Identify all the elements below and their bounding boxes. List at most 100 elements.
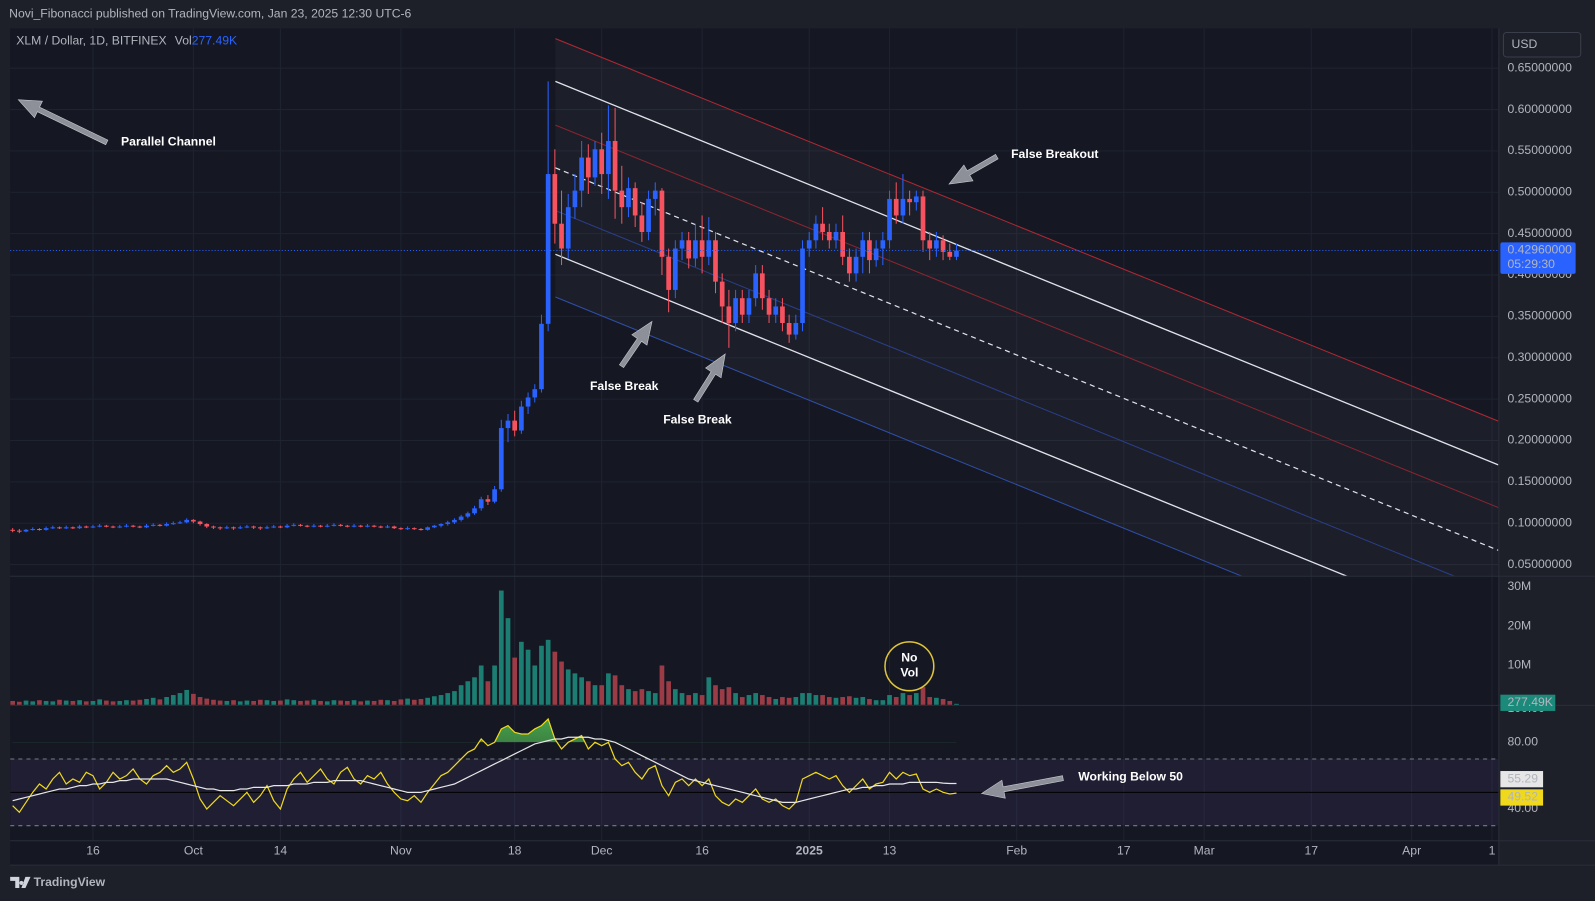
channel-line (555, 296, 1243, 576)
volume-bars (10, 590, 959, 705)
y-tick-label: 0.25000000 (1507, 391, 1572, 405)
volume-bar (619, 685, 625, 705)
volume-bar (606, 673, 611, 705)
candle-body (780, 306, 785, 323)
vol-value: 277.49K (192, 34, 237, 48)
channel-line (555, 210, 1455, 576)
channel-line (555, 80, 1499, 466)
candle-body (117, 526, 123, 528)
volume-bar (746, 695, 752, 705)
volume-bar (706, 677, 712, 705)
volume-bar (90, 700, 96, 705)
candle-body (532, 389, 538, 398)
candle-body (231, 527, 236, 529)
candle-body (237, 527, 243, 529)
candle-body (385, 526, 390, 528)
candle-body (853, 256, 859, 274)
x-tick-label: 13 (883, 844, 897, 858)
candle-body (331, 524, 337, 526)
candle-body (954, 250, 959, 257)
volume-bar (97, 699, 103, 705)
volume-bar (512, 657, 518, 705)
volume-bar (30, 701, 36, 705)
volume-bar (124, 700, 129, 705)
candle-body (16, 530, 22, 532)
candle-body (338, 524, 343, 526)
countdown: 05:29:30 (1507, 257, 1555, 271)
candle-body (378, 526, 384, 528)
channel-midline (555, 167, 1499, 551)
volume-bar (231, 700, 236, 705)
volume-bar (365, 700, 370, 705)
channel-line (555, 38, 1499, 422)
candle-body (666, 256, 671, 290)
candle-body (211, 526, 216, 528)
volume-bar (425, 697, 431, 705)
candle-body (880, 240, 886, 249)
brand: TradingView (34, 875, 106, 889)
candle-body (170, 523, 176, 525)
volume-bar (452, 691, 457, 705)
candle-body (793, 322, 799, 335)
volume-bar (16, 701, 22, 705)
volume-bar (177, 693, 183, 705)
currency[interactable]: USD (1512, 37, 1538, 51)
candle-body (592, 149, 598, 178)
volume-bar (539, 645, 544, 705)
candle-body (873, 248, 879, 261)
candle-body (204, 524, 210, 527)
volume-bar (652, 693, 658, 705)
candle-body (619, 190, 625, 208)
volume-bar (913, 693, 919, 705)
candle-body (104, 525, 109, 527)
candle-body (391, 526, 397, 529)
publisher: Novi_Fibonacci published on TradingView.… (9, 6, 411, 20)
volume-bar (840, 697, 846, 705)
volume-bar (519, 641, 524, 705)
arrow (618, 320, 653, 369)
currency-button[interactable] (1502, 32, 1582, 58)
candle-body (726, 306, 732, 323)
volume-bar (545, 639, 551, 705)
candle-body (585, 157, 591, 178)
volume-bar (144, 699, 149, 705)
candle-body (713, 240, 718, 282)
volume-bar (43, 700, 49, 705)
volume-bar (418, 699, 424, 705)
candle-body (766, 298, 772, 315)
annotation: False Breakout (1011, 147, 1098, 161)
volume-bar (438, 695, 444, 705)
volume-bar (50, 701, 56, 705)
candle-body (686, 240, 692, 259)
candle-body (77, 526, 82, 529)
candle-body (847, 256, 852, 274)
vol-tick-label: 10M (1507, 658, 1531, 672)
legend: XLM / Dollar, 1D, BITFINEX Vol277.49K (16, 34, 237, 48)
arrow (17, 99, 109, 146)
candle-body (539, 323, 544, 390)
volume-bar (237, 701, 243, 705)
y-tick-label: 0.10000000 (1507, 515, 1572, 529)
x-tick-label: Oct (184, 844, 204, 858)
candle-body (579, 157, 584, 191)
annotation: False Break (590, 379, 659, 393)
candle-body (23, 529, 29, 532)
candle-body (318, 525, 323, 527)
volume-bar (465, 681, 471, 705)
candle-body (773, 306, 779, 315)
rsi-last-label: 55.29 (1507, 771, 1538, 785)
volume-bar (572, 673, 578, 705)
candle-body (606, 140, 611, 175)
candle-body (184, 519, 190, 523)
candle-body (659, 190, 665, 257)
candle-body (498, 428, 504, 490)
candle-body (572, 190, 578, 208)
x-tick-label: 17 (1117, 844, 1131, 858)
volume-bar (405, 698, 410, 705)
volume-bar (170, 695, 176, 705)
volume-bar (646, 691, 651, 705)
vol-last-label: 277.49K (1507, 695, 1552, 709)
volume-bar (626, 689, 631, 705)
candle-body (639, 215, 645, 232)
